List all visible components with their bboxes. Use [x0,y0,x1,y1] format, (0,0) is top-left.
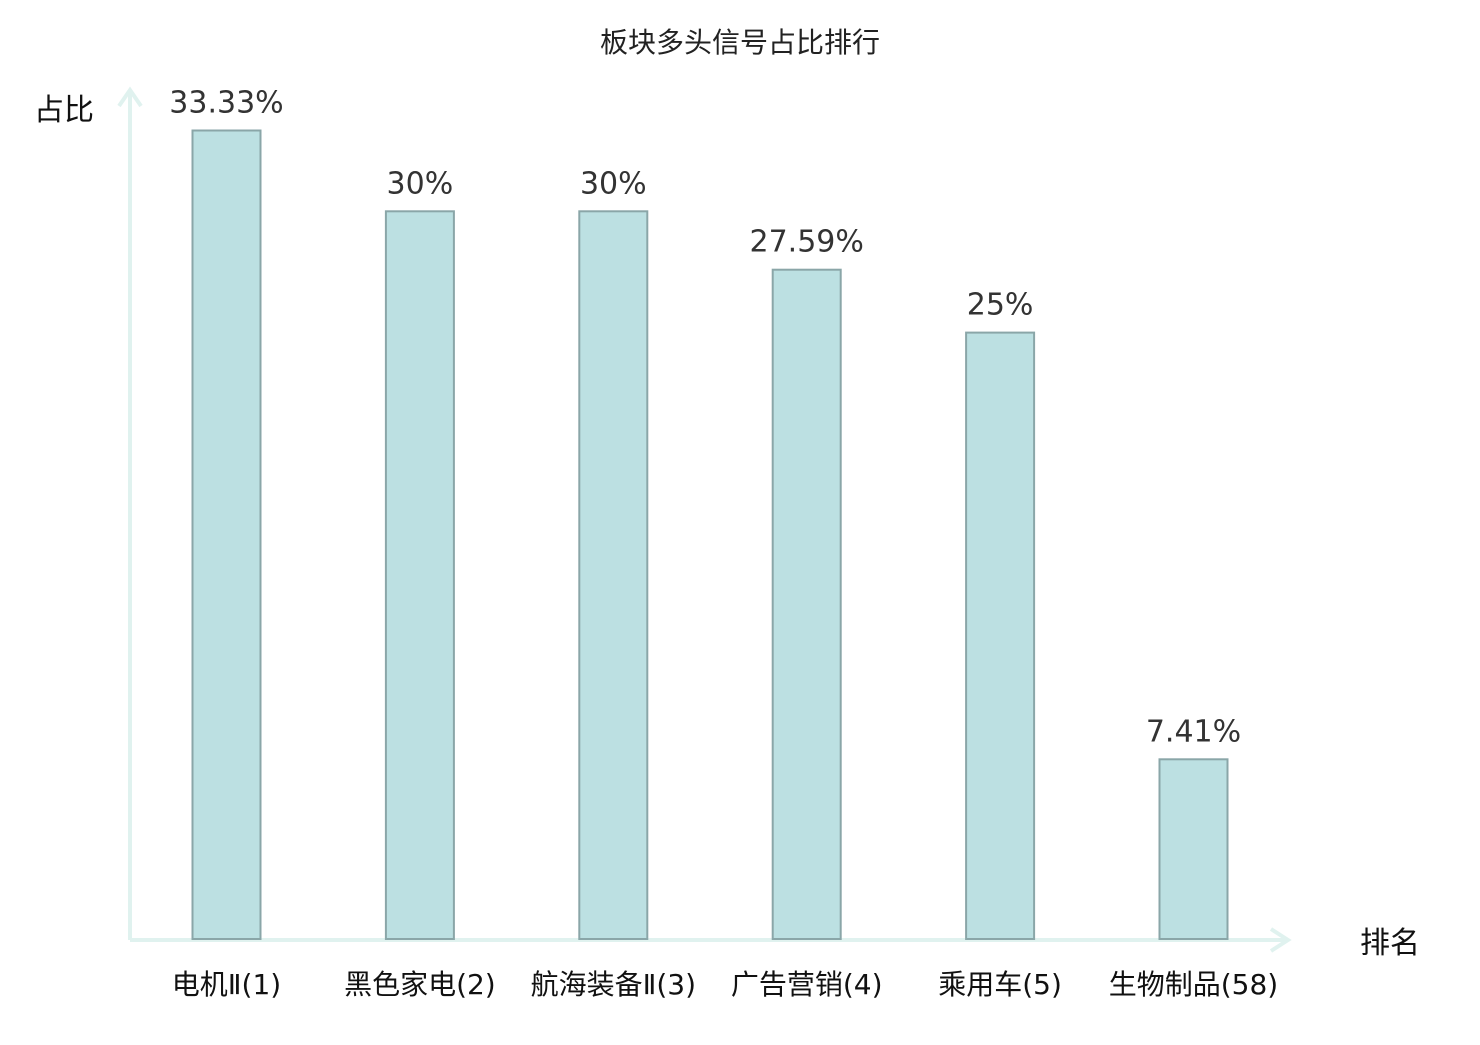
bar-value-label: 33.33% [169,86,283,121]
x-tick-label: 航海装备Ⅱ(3) [531,968,696,1001]
x-tick-label: 电机Ⅱ(1) [172,968,281,1001]
x-tick-label: 广告营销(4) [731,968,883,1001]
bar [965,331,1036,941]
bar-value-label: 30% [580,166,647,201]
bar [578,210,649,941]
bar [1158,758,1229,940]
bar-value-label: 25% [967,288,1034,323]
bar-value-label: 7.41% [1146,714,1241,749]
value-labels: 33.33% 30% 30% 27.59% 25% 7.41% [169,86,1241,750]
bar-value-label: 27.59% [750,225,864,260]
y-axis-label: 占比 [34,93,94,128]
bar [384,210,455,941]
x-tick-label: 黑色家电(2) [344,968,496,1001]
x-axis-arrow [1269,927,1292,953]
bar-series [191,129,1229,941]
category-labels: 电机Ⅱ(1) 黑色家电(2) 航海装备Ⅱ(3) 广告营销(4) 乘用车(5) 生物制品(5… [172,968,1278,1001]
bar [191,129,262,940]
x-tick-label: 乘用车(5) [938,968,1062,1001]
axes [117,86,1292,953]
bar-value-label: 30% [387,166,454,201]
chart-title: 板块多头信号占比排行 [600,26,880,59]
y-axis-arrow [117,86,143,108]
x-tick-label: 生物制品(58) [1109,968,1278,1001]
bar [771,268,842,940]
x-axis-label: 排名 [1360,926,1420,961]
